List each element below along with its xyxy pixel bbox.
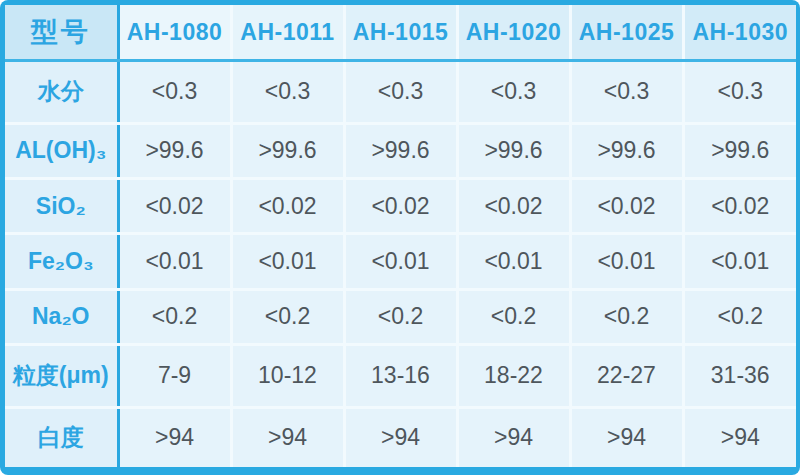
- value-cell: <0.2: [231, 289, 344, 344]
- value-cell: <0.2: [344, 289, 457, 344]
- value-cell: >99.6: [683, 123, 796, 178]
- value-cell: 18-22: [457, 344, 570, 407]
- value-cell: <0.02: [683, 178, 796, 233]
- value-cell: >99.6: [231, 123, 344, 178]
- value-cell: >94: [683, 407, 796, 467]
- row-label-cell: SiO₂: [5, 178, 118, 233]
- value-cell: <0.3: [457, 61, 570, 124]
- value-cell: >94: [570, 407, 683, 467]
- value-cell: <0.02: [344, 178, 457, 233]
- value-cell: >99.6: [457, 123, 570, 178]
- row-label-cell: 粒度(μm): [5, 344, 118, 407]
- table-row: AL(OH)₃>99.6>99.6>99.6>99.6>99.6>99.6: [5, 123, 796, 178]
- value-cell: <0.01: [683, 234, 796, 289]
- value-cell: <0.2: [570, 289, 683, 344]
- value-cell: <0.01: [570, 234, 683, 289]
- value-cell: 10-12: [231, 344, 344, 407]
- table-row: 粒度(μm)7-910-1213-1618-2222-2731-36: [5, 344, 796, 407]
- column-header-cell: AH-1080: [118, 5, 231, 61]
- value-cell: <0.02: [118, 178, 231, 233]
- value-cell: <0.2: [457, 289, 570, 344]
- value-cell: <0.2: [683, 289, 796, 344]
- value-cell: <0.01: [344, 234, 457, 289]
- value-cell: 31-36: [683, 344, 796, 407]
- row-label-cell: Fe₂O₃: [5, 234, 118, 289]
- spec-table-frame: 型号AH-1080AH-1011AH-1015AH-1020AH-1025AH-…: [0, 0, 800, 475]
- table-row: Fe₂O₃<0.01<0.01<0.01<0.01<0.01<0.01: [5, 234, 796, 289]
- value-cell: <0.3: [683, 61, 796, 124]
- value-cell: >99.6: [118, 123, 231, 178]
- table-body: 水分<0.3<0.3<0.3<0.3<0.3<0.3AL(OH)₃>99.6>9…: [5, 61, 796, 468]
- corner-header-cell: 型号: [5, 5, 118, 61]
- column-header-cell: AH-1030: [683, 5, 796, 61]
- value-cell: <0.2: [118, 289, 231, 344]
- value-cell: <0.01: [118, 234, 231, 289]
- column-header-cell: AH-1025: [570, 5, 683, 61]
- value-cell: >94: [457, 407, 570, 467]
- value-cell: <0.3: [570, 61, 683, 124]
- header-row: 型号AH-1080AH-1011AH-1015AH-1020AH-1025AH-…: [5, 5, 796, 61]
- table-header: 型号AH-1080AH-1011AH-1015AH-1020AH-1025AH-…: [5, 5, 796, 61]
- value-cell: <0.3: [231, 61, 344, 124]
- value-cell: >99.6: [570, 123, 683, 178]
- value-cell: <0.02: [570, 178, 683, 233]
- row-label-cell: 白度: [5, 407, 118, 467]
- table-row: Na₂O<0.2<0.2<0.2<0.2<0.2<0.2: [5, 289, 796, 344]
- value-cell: <0.01: [457, 234, 570, 289]
- product-spec-table: 型号AH-1080AH-1011AH-1015AH-1020AH-1025AH-…: [5, 5, 796, 467]
- value-cell: 13-16: [344, 344, 457, 407]
- value-cell: 7-9: [118, 344, 231, 407]
- value-cell: <0.02: [457, 178, 570, 233]
- row-label-cell: AL(OH)₃: [5, 123, 118, 178]
- column-header-cell: AH-1011: [231, 5, 344, 61]
- value-cell: 22-27: [570, 344, 683, 407]
- row-label-cell: 水分: [5, 61, 118, 124]
- row-label-cell: Na₂O: [5, 289, 118, 344]
- column-header-cell: AH-1015: [344, 5, 457, 61]
- value-cell: <0.01: [231, 234, 344, 289]
- value-cell: >94: [344, 407, 457, 467]
- table-row: 水分<0.3<0.3<0.3<0.3<0.3<0.3: [5, 61, 796, 124]
- column-header-cell: AH-1020: [457, 5, 570, 61]
- value-cell: >94: [118, 407, 231, 467]
- table-row: SiO₂<0.02<0.02<0.02<0.02<0.02<0.02: [5, 178, 796, 233]
- value-cell: >94: [231, 407, 344, 467]
- value-cell: >99.6: [344, 123, 457, 178]
- value-cell: <0.3: [118, 61, 231, 124]
- table-row: 白度>94>94>94>94>94>94: [5, 407, 796, 467]
- value-cell: <0.02: [231, 178, 344, 233]
- value-cell: <0.3: [344, 61, 457, 124]
